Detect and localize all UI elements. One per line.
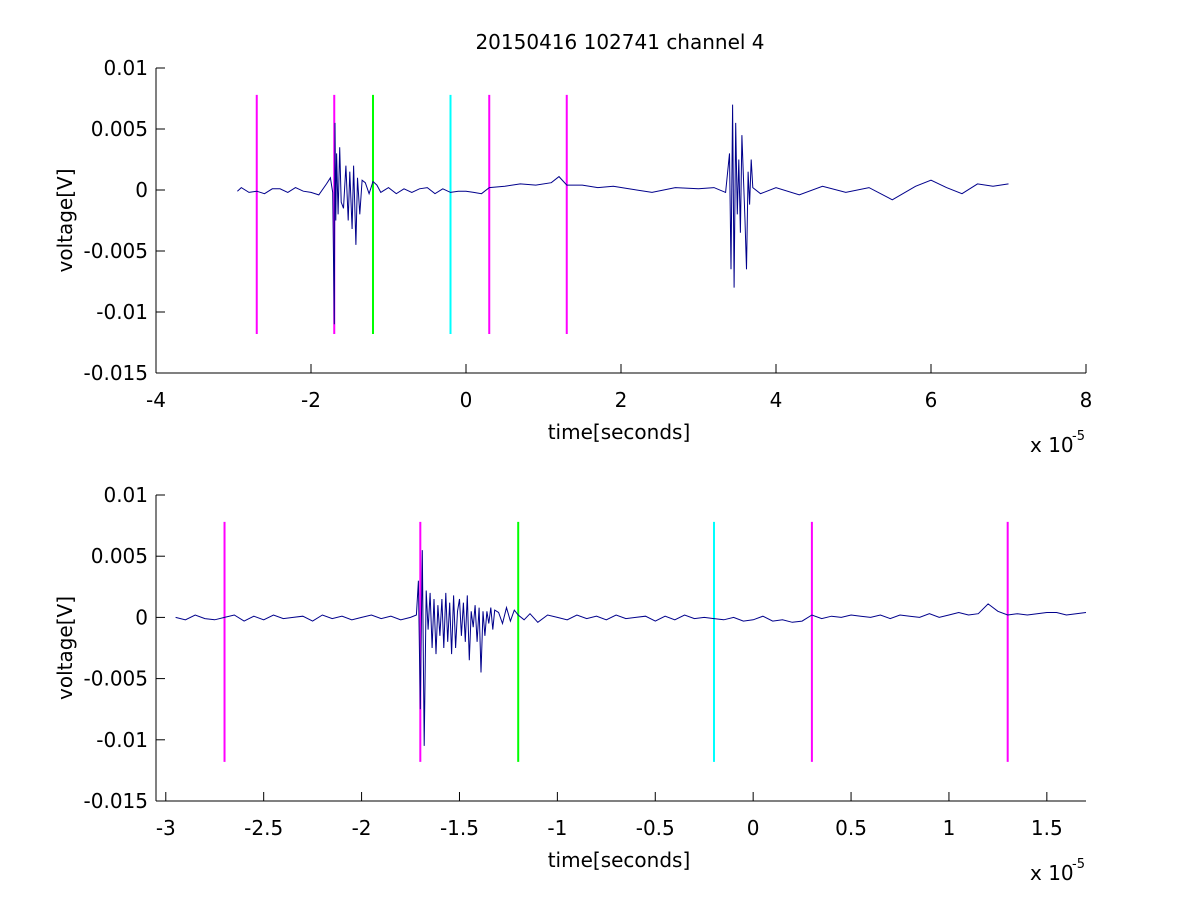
top-y-tick-label: 0.01: [103, 56, 148, 80]
bottom-y-tick-label: 0.005: [91, 544, 148, 568]
top-y-tick-label: -0.005: [84, 239, 148, 263]
top-y-axis-label: voltage[V]: [53, 168, 77, 272]
bottom-x-tick-label: -1: [547, 816, 567, 840]
bottom-x-tick-label: -2.5: [244, 816, 283, 840]
bottom-y-tick-label: -0.015: [84, 789, 148, 813]
bottom-y-tick-label: -0.005: [84, 667, 148, 691]
bottom-plot: 0.01 0.005 0 -0.005 -0.01 -0.015 -3 -2.5 -2 -1.5 -…: [53, 483, 1086, 885]
top-x-tick-label: 4: [770, 388, 783, 412]
bottom-y-tick-label: 0.01: [103, 483, 148, 507]
top-y-tick-label: -0.015: [84, 361, 148, 385]
bottom-x-exponent-label: x 10: [1030, 861, 1074, 885]
bottom-x-tick-label: 1.5: [1031, 816, 1063, 840]
bottom-x-tick-label: 1: [943, 816, 956, 840]
top-plot: 0.01 0.005 0 -0.005 -0.01 -0.015 -4 -2 0 2 4 6 8 time…: [53, 56, 1092, 457]
bottom-x-axis-label: time[seconds]: [548, 848, 691, 872]
top-x-tick-label: 6: [925, 388, 938, 412]
top-voltage-trace: [237, 104, 1009, 325]
bottom-voltage-trace: [175, 550, 1086, 746]
bottom-x-tick-label: 0: [747, 816, 760, 840]
bottom-x-tick-label: -0.5: [636, 816, 675, 840]
top-x-exponent-label: x 10: [1030, 433, 1074, 457]
bottom-x-tick-label: -2: [352, 816, 372, 840]
top-y-tick-label: 0.005: [91, 117, 148, 141]
bottom-x-tick-label: -3: [156, 816, 176, 840]
top-x-tick-label: 8: [1080, 388, 1093, 412]
top-y-tick-label: 0: [135, 178, 148, 202]
top-x-tick-label: -4: [146, 388, 166, 412]
top-y-tick-label: -0.01: [96, 300, 148, 324]
bottom-x-exponent: -5: [1072, 857, 1085, 872]
top-x-tick-label: 0: [460, 388, 473, 412]
bottom-x-tick-label: -1.5: [440, 816, 479, 840]
bottom-x-tick-label: 0.5: [835, 816, 867, 840]
top-x-tick-label: 2: [615, 388, 628, 412]
bottom-y-tick-label: -0.01: [96, 728, 148, 752]
bottom-y-tick-label: 0: [135, 605, 148, 629]
top-x-exponent: -5: [1072, 429, 1085, 444]
bottom-y-axis-label: voltage[V]: [53, 596, 77, 700]
top-x-tick-label: -2: [301, 388, 321, 412]
figure-title: 20150416 102741 channel 4: [475, 30, 764, 54]
top-x-axis-label: time[seconds]: [548, 420, 691, 444]
